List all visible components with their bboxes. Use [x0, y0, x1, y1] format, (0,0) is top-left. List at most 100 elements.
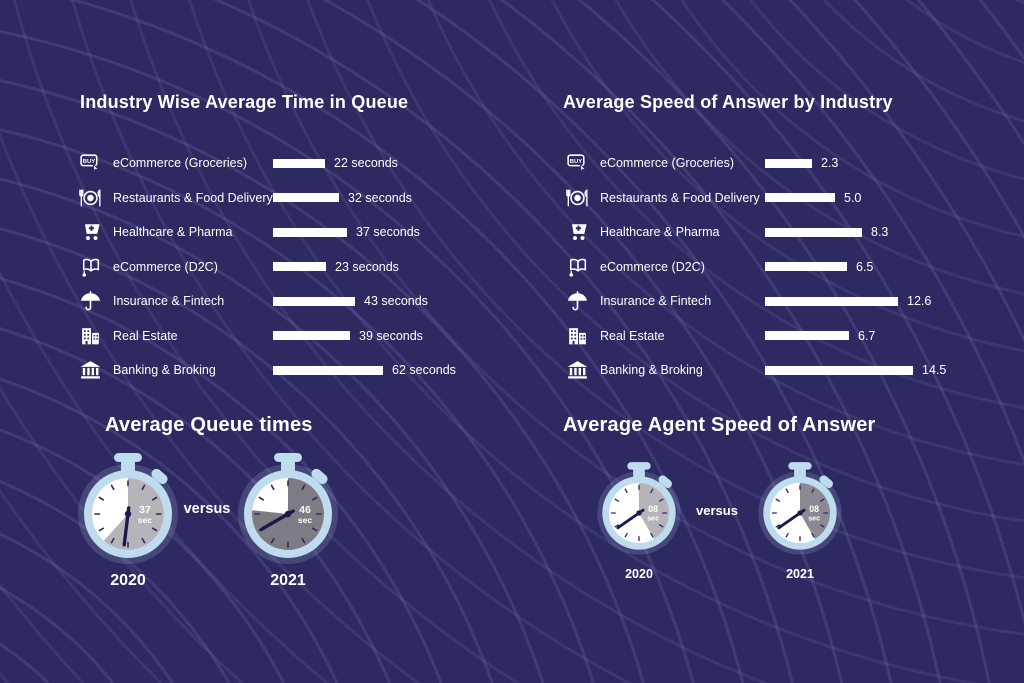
queue-chart-rows: BUY eCommerce (Groceries) 22 seconds Restau…	[78, 146, 498, 388]
umbrella-icon	[565, 289, 590, 314]
value-label: 12.6	[907, 294, 932, 309]
value-bar	[273, 227, 347, 237]
restaurant-icon	[78, 185, 103, 210]
asa-compare-title: Average Agent Speed of Answer	[563, 414, 876, 436]
svg-text:sec: sec	[138, 515, 152, 525]
year-label: 2021	[270, 572, 306, 589]
year-label: 2020	[110, 572, 146, 589]
chart-row: Restaurants & Food Delivery 5.0	[565, 181, 985, 216]
category-label: eCommerce (D2C)	[113, 259, 218, 274]
category-label: Banking & Broking	[600, 363, 703, 378]
stopwatch-icon: 37 sec	[68, 448, 188, 574]
value-label: 2.3	[821, 156, 839, 171]
category-label: Healthcare & Pharma	[600, 225, 720, 240]
value-bar	[273, 262, 326, 272]
queue-chart-title: Industry Wise Average Time in Queue	[80, 92, 409, 112]
stopwatch-asa-2021: 08 sec 2021	[750, 458, 850, 581]
value-label: 43 seconds	[364, 294, 428, 309]
category-label: Real Estate	[113, 328, 178, 343]
chart-row: Healthcare & Pharma 8.3	[565, 215, 985, 250]
svg-text:37: 37	[139, 504, 151, 516]
value-bar	[273, 193, 339, 203]
stopwatch-icon: 46 sec	[228, 448, 348, 574]
year-label: 2021	[786, 567, 814, 581]
value-label: 14.5	[922, 363, 947, 378]
svg-text:BUY: BUY	[570, 159, 582, 165]
value-label: 23 seconds	[335, 259, 399, 274]
value-bar	[765, 193, 835, 203]
category-label: Restaurants & Food Delivery	[113, 190, 273, 205]
versus-label: versus	[183, 501, 231, 517]
value-bar	[765, 331, 849, 341]
bank-icon	[78, 358, 103, 383]
svg-text:sec: sec	[647, 515, 659, 523]
chart-row: Banking & Broking 62 seconds	[78, 353, 498, 388]
category-label: Insurance & Fintech	[113, 294, 225, 309]
chart-row: Insurance & Fintech 12.6	[565, 284, 985, 319]
value-bar	[765, 158, 812, 168]
open-box-cart-icon	[78, 254, 103, 279]
value-bar	[765, 262, 847, 272]
value-label: 6.5	[856, 259, 874, 274]
stopwatch-icon: 08 sec	[750, 458, 850, 563]
chart-row: eCommerce (D2C) 23 seconds	[78, 250, 498, 285]
category-label: eCommerce (Groceries)	[113, 156, 248, 171]
open-box-cart-icon	[565, 254, 590, 279]
stopwatch-icon: 08 sec	[589, 458, 689, 563]
value-label: 62 seconds	[392, 363, 456, 378]
buy-tag-icon: BUY	[565, 151, 590, 176]
category-label: Banking & Broking	[113, 363, 216, 378]
stopwatch-queue-2020: 37 sec 2020	[68, 448, 188, 590]
value-bar	[765, 365, 913, 375]
value-bar	[273, 296, 355, 306]
value-label: 37 seconds	[356, 225, 420, 240]
value-label: 8.3	[871, 225, 889, 240]
svg-text:08: 08	[648, 504, 658, 514]
chart-row: Real Estate 39 seconds	[78, 319, 498, 354]
queue-compare-title: Average Queue times	[105, 414, 313, 436]
buy-tag-icon: BUY	[78, 151, 103, 176]
value-bar	[765, 296, 898, 306]
value-bar	[273, 365, 383, 375]
umbrella-icon	[78, 289, 103, 314]
svg-text:BUY: BUY	[83, 159, 95, 165]
value-label: 22 seconds	[334, 156, 398, 171]
chart-row: Real Estate 6.7	[565, 319, 985, 354]
value-bar	[273, 331, 350, 341]
category-label: Restaurants & Food Delivery	[600, 190, 760, 205]
category-label: eCommerce (Groceries)	[600, 156, 735, 171]
value-label: 6.7	[858, 328, 876, 343]
svg-text:sec: sec	[298, 515, 312, 525]
value-bar	[273, 158, 325, 168]
chart-row: Healthcare & Pharma 37 seconds	[78, 215, 498, 250]
value-label: 32 seconds	[348, 190, 412, 205]
value-label: 39 seconds	[359, 328, 423, 343]
chart-row: Banking & Broking 14.5	[565, 353, 985, 388]
chart-row: eCommerce (D2C) 6.5	[565, 250, 985, 285]
restaurant-icon	[565, 185, 590, 210]
bank-icon	[565, 358, 590, 383]
medical-cart-icon	[78, 220, 103, 245]
versus-label: versus	[696, 503, 738, 518]
chart-row: BUY eCommerce (Groceries) 22 seconds	[78, 146, 498, 181]
svg-text:08: 08	[809, 504, 819, 514]
buildings-icon	[565, 323, 590, 348]
category-label: eCommerce (D2C)	[600, 259, 705, 274]
stopwatch-asa-2020: 08 sec 2020	[589, 458, 689, 581]
category-label: Insurance & Fintech	[600, 294, 712, 309]
medical-cart-icon	[565, 220, 590, 245]
svg-text:sec: sec	[808, 515, 820, 523]
chart-row: BUY eCommerce (Groceries) 2.3	[565, 146, 985, 181]
asa-chart-rows: BUY eCommerce (Groceries) 2.3 Restaurants &…	[565, 146, 985, 388]
category-label: Healthcare & Pharma	[113, 225, 233, 240]
year-label: 2020	[625, 567, 653, 581]
chart-row: Restaurants & Food Delivery 32 seconds	[78, 181, 498, 216]
asa-chart-title: Average Speed of Answer by Industry	[563, 92, 893, 112]
value-bar	[765, 227, 862, 237]
svg-text:46: 46	[299, 504, 311, 516]
stopwatch-queue-2021: 46 sec 2021	[228, 448, 348, 590]
buildings-icon	[78, 323, 103, 348]
category-label: Real Estate	[600, 328, 665, 343]
value-label: 5.0	[844, 190, 862, 205]
